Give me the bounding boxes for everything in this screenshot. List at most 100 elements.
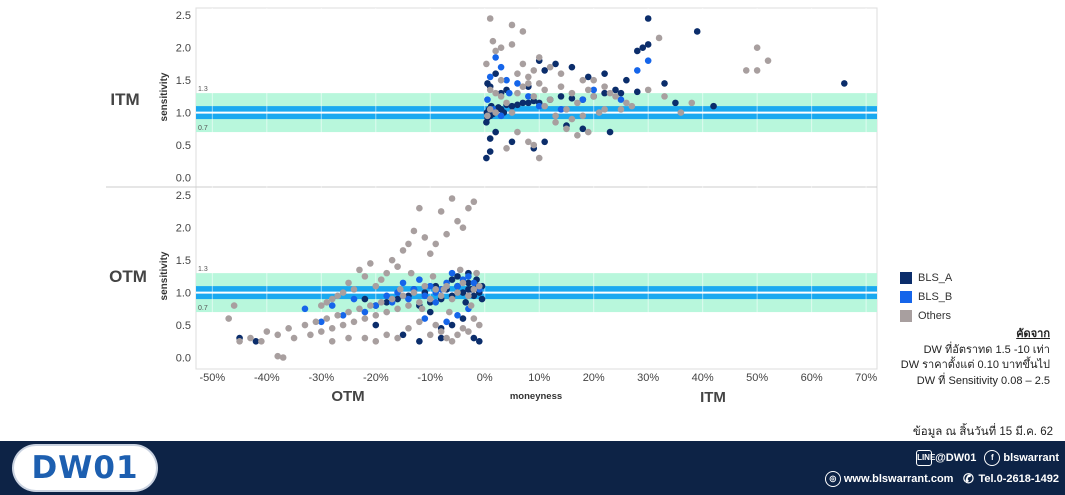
point-others-top — [546, 63, 554, 71]
point-others-bottom — [416, 299, 423, 306]
point-others-bottom — [454, 289, 461, 296]
panel-label-otm: OTM — [109, 267, 147, 286]
point-others-bottom — [426, 331, 434, 339]
point-others-bottom — [345, 279, 352, 287]
point-others-bottom — [339, 289, 347, 296]
point-others-top — [601, 106, 608, 113]
point-bls-a-top — [492, 128, 499, 136]
point-others-bottom — [388, 256, 396, 264]
point-bls-a-top — [483, 154, 490, 162]
point-bls-a-top — [601, 70, 608, 77]
point-others-top — [628, 102, 636, 110]
point-others-top — [563, 125, 570, 133]
notes-line-2: DW ราคาตั้งแต่ 0.10 บาทขึ้นไป — [900, 359, 1050, 371]
line-handle[interactable]: @DW01 — [935, 452, 977, 464]
point-bls-b-bottom — [448, 269, 456, 277]
point-bls-a-top — [508, 138, 516, 146]
x-tick-label: 40% — [692, 372, 714, 384]
point-others-bottom — [399, 292, 407, 300]
point-bls-a-top — [612, 86, 619, 94]
point-others-top — [606, 89, 614, 97]
point-bls-a-bottom — [465, 279, 472, 287]
as-of-date: ข้อมูล ณ สิ้นวันที่ 15 มี.ค. 62 — [912, 426, 1053, 438]
band-label-high-top: 1.3 — [198, 86, 208, 93]
point-others-bottom — [465, 328, 472, 335]
point-bls-a-top — [557, 93, 565, 100]
point-bls-b-top — [486, 73, 494, 81]
phone-number[interactable]: Tel.0-2618-1492 — [978, 473, 1059, 485]
point-bls-a-bottom — [437, 334, 445, 342]
point-bls-a-bottom — [399, 331, 407, 339]
y-tick-labels: 0.0 0.5 1.0 1.5 2.0 2.5 0.0 0.5 1.0 1.5 2.0 2.5 — [176, 10, 191, 364]
point-others-top — [574, 99, 581, 107]
point-others-bottom — [416, 318, 423, 326]
point-others-bottom — [377, 299, 385, 306]
point-others-bottom — [448, 337, 456, 345]
point-others-top — [590, 76, 598, 84]
point-others-top — [661, 93, 668, 100]
point-others-top — [541, 102, 548, 110]
point-bls-a-bottom — [372, 321, 380, 329]
point-others-top — [486, 15, 494, 22]
point-others-bottom — [356, 305, 363, 313]
point-others-bottom — [285, 325, 292, 332]
legend-item-others[interactable]: Others — [900, 306, 952, 325]
legend: BLS_A BLS_B Others — [900, 268, 952, 325]
point-others-bottom — [421, 234, 429, 241]
point-bls-b-top — [535, 102, 543, 110]
point-others-bottom — [230, 302, 238, 309]
point-others-bottom — [448, 195, 456, 202]
point-others-bottom — [339, 321, 347, 329]
point-others-bottom — [394, 263, 401, 270]
point-others-bottom — [394, 305, 401, 313]
point-others-bottom — [407, 269, 415, 277]
point-bls-b-bottom — [426, 282, 434, 290]
point-others-bottom — [345, 308, 352, 316]
point-bls-b-bottom — [328, 302, 336, 309]
point-others-bottom — [454, 331, 461, 339]
website-link[interactable]: www.blswarrant.com — [843, 473, 954, 485]
point-bls-b-bottom — [443, 318, 450, 326]
point-bls-b-bottom — [454, 282, 461, 290]
dw01-logo[interactable]: DW01 — [14, 446, 156, 490]
point-bls-a-top — [552, 60, 559, 68]
logo-text: DW01 — [31, 450, 139, 486]
point-others-top — [568, 115, 576, 123]
point-bls-a-top — [514, 101, 521, 109]
point-others-bottom — [323, 299, 331, 306]
x-region-label-itm: ITM — [700, 389, 726, 406]
facebook-handle[interactable]: blswarrant — [1003, 452, 1059, 464]
point-bls-b-bottom — [470, 279, 478, 287]
point-others-bottom — [350, 286, 358, 293]
point-others-top — [508, 109, 516, 116]
point-others-top — [595, 109, 603, 116]
x-tick-label: 0% — [477, 372, 493, 384]
point-others-top — [579, 112, 587, 120]
point-bls-a-top — [644, 41, 652, 48]
point-bls-b-top — [492, 54, 499, 61]
point-bls-a-bottom — [416, 337, 423, 345]
point-others-bottom — [328, 337, 336, 345]
legend-item-bls-b[interactable]: BLS_B — [900, 287, 952, 306]
point-others-top — [623, 99, 630, 107]
point-others-top — [563, 106, 570, 113]
y-axis-title-bottom: sensitivity — [159, 251, 170, 300]
point-others-bottom — [473, 269, 480, 277]
y-tick-label-top: 2.0 — [176, 43, 191, 55]
line-app-icon: LINE — [916, 450, 935, 466]
point-bls-b-top — [503, 76, 510, 84]
point-others-bottom — [350, 318, 358, 326]
point-bls-b-bottom — [350, 295, 358, 303]
y-tick-label-top: 0.5 — [176, 140, 191, 152]
point-others-bottom — [440, 286, 448, 293]
point-others-bottom — [470, 198, 478, 206]
data-points — [225, 15, 848, 361]
point-others-bottom — [301, 321, 309, 329]
point-others-bottom — [459, 224, 467, 231]
legend-item-bls-a[interactable]: BLS_A — [900, 268, 952, 287]
point-others-top — [688, 99, 696, 107]
point-others-top — [601, 83, 608, 90]
point-others-bottom — [405, 240, 412, 248]
x-tick-label: -40% — [254, 372, 280, 384]
y-tick-label-top: 0.0 — [176, 173, 191, 185]
